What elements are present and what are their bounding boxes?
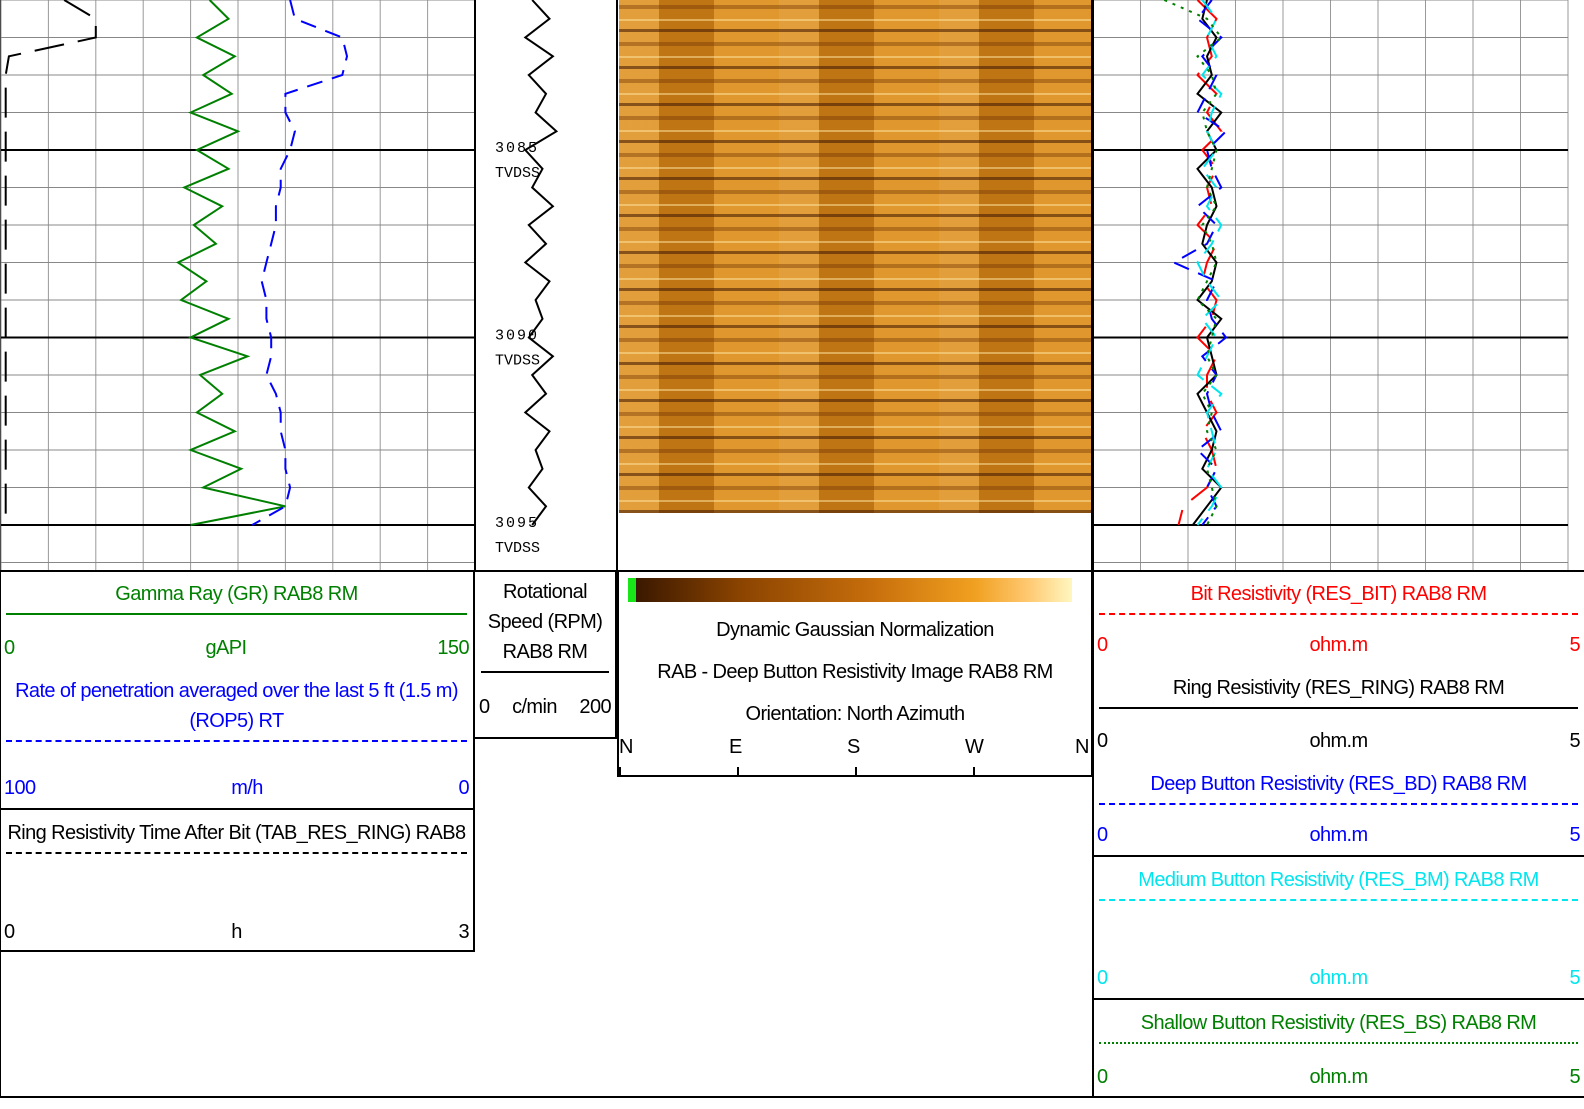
curve-header: Rotational Speed (RPM) RAB8 RM 0 c/min 200 [475,571,615,739]
color-scale [628,578,1072,602]
orientation-tick [619,767,621,775]
scale-unit: ohm.m [1309,824,1368,846]
depth-label: 3090 [495,328,539,345]
orientation-label: N [619,736,633,758]
scale-min: 0 [4,637,15,659]
scale-max: 200 [579,696,611,718]
curve-title: Bit Resistivity (RES_BIT) RAB8 RM [1190,583,1487,605]
scale-max: 150 [437,637,469,659]
scale-unit: c/min [512,696,557,718]
curve-style [1099,803,1578,805]
curve-scale: 100 m/h 0 [4,776,470,800]
curve-style [1099,613,1578,615]
curve-scale: 0 ohm.m 5 [1097,633,1581,657]
curve-scale: 0 ohm.m 5 [1097,966,1581,990]
depth-unit: TVDSS [495,165,540,182]
scale-max: 5 [1569,824,1580,846]
orientation-label: N [1075,736,1089,758]
curve-scale: 0 ohm.m 5 [1097,729,1581,753]
scale-max: 0 [458,777,469,799]
orientation-tick [973,767,975,775]
curve-header: Deep Button Resistivity (RES_BD) RAB8 RM… [1093,761,1584,857]
log-curve [175,0,286,526]
track-header: Rotational Speed (RPM) RAB8 RM 0 c/min 200 [475,571,617,739]
curve-style [1099,1042,1578,1044]
scale-min: 0 [1097,1066,1108,1088]
curve-scale: 0 c/min 200 [479,695,612,719]
resistivity-image [619,0,1092,513]
image-title: Dynamic Gaussian Normalization [716,619,994,641]
scale-min: 0 [1097,967,1108,989]
curve-style [1099,707,1578,709]
curve-scale: 0 ohm.m 5 [1097,823,1581,847]
orientation-label: S [847,736,860,758]
log-curve [523,0,559,526]
scale-max: 5 [1569,730,1580,752]
curve-title: Rate of penetration averaged over the la… [15,680,458,732]
log-curve [251,0,349,526]
scale-max: 3 [458,921,469,943]
scale-unit: ohm.m [1309,730,1368,752]
orientation-label: E [729,736,742,758]
scale-min: 0 [1097,634,1108,656]
scale-unit: ohm.m [1309,634,1368,656]
scale-max: 5 [1569,634,1580,656]
log-curve [1163,0,1223,526]
scale-min: 100 [4,777,36,799]
curve-scale: 0 h 3 [4,920,470,944]
orientation-tick [1091,767,1093,775]
curve-scale: 0 ohm.m 5 [1097,1065,1581,1089]
curve-header: Rate of penetration averaged over the la… [0,668,473,810]
depth-unit: TVDSS [495,353,540,370]
curve-header: Ring Resistivity Time After Bit (TAB_RES… [0,810,473,952]
scale-unit: ohm.m [1309,967,1368,989]
curve-style [6,852,467,854]
scale-min: 0 [479,696,490,718]
curve-style [1099,899,1578,901]
depth-unit: TVDSS [495,540,540,557]
curve-title: Rotational Speed (RPM) RAB8 RM [487,581,603,663]
scale-min: 0 [1097,730,1108,752]
curve-header: Gamma Ray (GR) RAB8 RM 0 gAPI 150 [0,571,473,668]
depth-label: 3085 [495,140,539,157]
scale-unit: ohm.m [1309,1066,1368,1088]
curve-header: Shallow Button Resistivity (RES_BS) RAB8… [1093,1000,1584,1097]
curve-header: Medium Button Resistivity (RES_BM) RAB8 … [1093,857,1584,1000]
image-title: RAB - Deep Button Resistivity Image RAB8… [657,661,1053,683]
scale-min: 0 [4,921,15,943]
image-header: Dynamic Gaussian Normalization RAB - Deep… [617,571,1093,777]
orientation-label: W [965,736,984,758]
curve-title: Shallow Button Resistivity (RES_BS) RAB8… [1140,1012,1537,1034]
orientation-tick [737,767,739,775]
scale-unit: h [231,921,242,943]
curve-title: Medium Button Resistivity (RES_BM) RAB8 … [1138,869,1539,891]
curve-header: Ring Resistivity (RES_RING) RAB8 RM 0 ohm.… [1093,665,1584,761]
curve-style [6,613,467,615]
curve-title: Ring Resistivity Time After Bit (TAB_RES… [7,822,466,844]
depth-label: 3095 [495,515,539,532]
curve-header: Bit Resistivity (RES_BIT) RAB8 RM 0 ohm.m 5 [1093,571,1584,665]
curve-title: Gamma Ray (GR) RAB8 RM [115,583,358,605]
scale-max: 5 [1569,967,1580,989]
track-header: Gamma Ray (GR) RAB8 RM 0 gAPI 150 Rate of pe… [0,571,475,952]
curve-style [6,740,467,742]
track-header: Bit Resistivity (RES_BIT) RAB8 RM 0 ohm.m 5… [1093,571,1584,1097]
image-title: Orientation: North Azimuth [745,703,966,725]
curve-title: Ring Resistivity (RES_RING) RAB8 RM [1172,677,1505,699]
scale-unit: m/h [231,777,263,799]
scale-max: 5 [1569,1066,1580,1088]
curve-title: Deep Button Resistivity (RES_BD) RAB8 RM [1150,773,1527,795]
orientation-tick [855,767,857,775]
scale-unit: gAPI [205,637,247,659]
curve-scale: 0 gAPI 150 [4,636,470,660]
curve-style [481,671,609,673]
scale-min: 0 [1097,824,1108,846]
